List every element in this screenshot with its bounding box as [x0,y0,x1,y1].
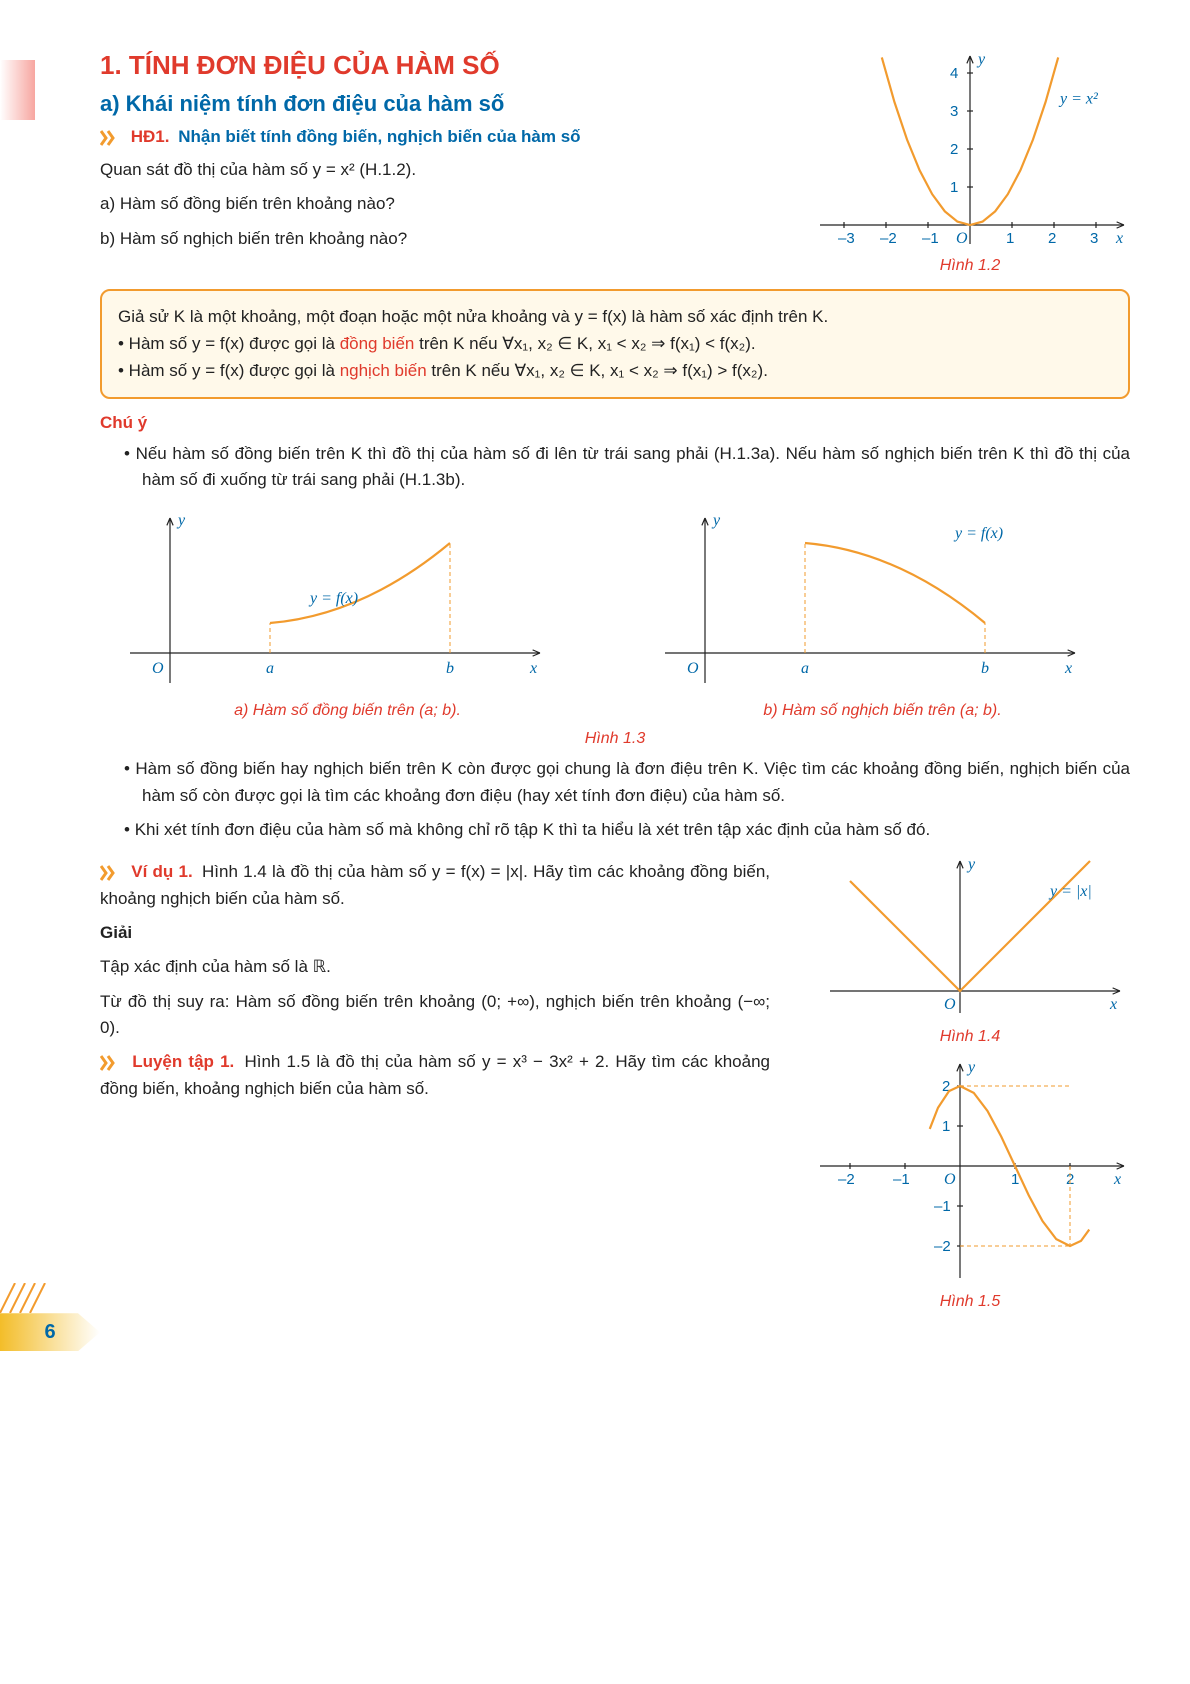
note3-text: Khi xét tính đơn điệu của hàm số mà khôn… [135,820,931,839]
side-accent [0,60,35,120]
def-db-pre: • Hàm số y = f(x) được gọi là [118,334,340,353]
svg-text:y = f(x): y = f(x) [308,590,358,607]
svg-text:1: 1 [942,1118,950,1135]
def-nb-pre: • Hàm số y = f(x) được gọi là [118,361,340,380]
svg-text:–2: –2 [880,230,897,247]
fig-1-3b: Ox y a b y = f(x) [635,503,1095,693]
hd1-label: HĐ1. [131,127,170,146]
svg-text:O: O [687,660,699,677]
svg-text:–2: –2 [838,1171,855,1188]
svg-text:2: 2 [950,141,958,158]
svg-text:–1: –1 [934,1198,951,1215]
fig-1-2: x y –3 –2 –1 O 1 2 3 1 2 3 4 y = x² [810,50,1130,250]
def-db-term: đồng biến [340,334,415,353]
page-number: 6 [0,1313,100,1351]
svg-text:y: y [966,1059,976,1076]
lt1-label: Luyện tập 1. [132,1052,234,1071]
svg-text:y = x²: y = x² [1058,90,1099,107]
svg-text:–2: –2 [934,1238,951,1255]
fig15-caption: Hình 1.5 [810,1293,1130,1311]
vd1-sol1: Tập xác định của hàm số là ℝ. [100,954,770,980]
definition-box: Giả sử K là một khoảng, một đoạn hoặc mộ… [100,289,1130,399]
hd1-title: Nhận biết tính đồng biến, nghịch biến củ… [178,127,580,146]
svg-text:y: y [976,51,986,68]
svg-text:x: x [529,660,537,677]
svg-text:x: x [1064,660,1072,677]
hd1-a: a) Hàm số đồng biến trên khoảng nào? [100,191,770,217]
svg-text:y = |x|: y = |x| [1048,883,1092,900]
svg-text:a: a [266,660,274,677]
def-nb-term: nghịch biến [340,361,427,380]
svg-text:y: y [176,512,186,529]
hd1-b: b) Hàm số nghịch biến trên khoảng nào? [100,226,770,252]
vd1-giai: Giải [100,920,770,946]
hd1-p1: Quan sát đồ thị của hàm số y = x² (H.1.2… [100,157,770,183]
svg-text:y: y [711,512,721,529]
svg-text:O: O [944,1171,956,1188]
vd1-label: Ví dụ 1. [131,862,192,881]
def-db-math: ∀x₁, x₂ ∈ K, x₁ < x₂ ⇒ f(x₁) < f(x₂). [502,334,755,353]
def-nb: • Hàm số y = f(x) được gọi là nghịch biế… [118,357,1112,384]
note2: • Hàm số đồng biến hay nghịch biến trên … [124,756,1130,809]
note1: • Nếu hàm số đồng biến trên K thì đồ thị… [124,441,1130,494]
def-nb-mid: trên K nếu [427,361,515,380]
hd1-chevrons-icon [100,129,122,147]
page-corner-hatch [0,1283,50,1313]
def-nb-math: ∀x₁, x₂ ∈ K, x₁ < x₂ ⇒ f(x₁) > f(x₂). [515,361,768,380]
svg-text:y = f(x): y = f(x) [953,525,1003,542]
svg-text:O: O [944,996,956,1013]
svg-text:–1: –1 [922,230,939,247]
note2-text: Hàm số đồng biến hay nghịch biến trên K … [135,759,1130,804]
fig13a-caption: a) Hàm số đồng biến trên (a; b). [100,702,595,720]
svg-text:2: 2 [1048,230,1056,247]
vd1-sol2: Từ đồ thị suy ra: Hàm số đồng biến trên … [100,989,770,1042]
svg-text:1: 1 [1006,230,1014,247]
svg-text:–3: –3 [838,230,855,247]
svg-text:x: x [1113,1171,1121,1188]
svg-text:y: y [966,856,976,873]
fig-1-5: xy–2–112O12–1–2 [810,1056,1130,1286]
note1-text: Nếu hàm số đồng biến trên K thì đồ thị c… [136,444,1130,489]
def-db-mid: trên K nếu [414,334,502,353]
svg-text:x: x [1115,230,1123,247]
fig-1-3a: Ox y a b y = f(x) [100,503,560,693]
chu-y-heading: Chú ý [100,413,1130,433]
svg-text:O: O [152,660,164,677]
svg-text:a: a [801,660,809,677]
lt1-chevrons-icon [100,1054,122,1072]
svg-text:3: 3 [950,103,958,120]
note3: • Khi xét tính đơn điệu của hàm số mà kh… [124,817,1130,843]
svg-text:b: b [446,660,454,677]
svg-text:1: 1 [950,179,958,196]
def-intro: Giả sử K là một khoảng, một đoạn hoặc mộ… [118,303,1112,330]
def-db: • Hàm số y = f(x) được gọi là đồng biến … [118,330,1112,357]
svg-text:–1: –1 [893,1171,910,1188]
fig13-caption: Hình 1.3 [100,730,1130,748]
svg-text:3: 3 [1090,230,1098,247]
subsection-a: a) Khái niệm tính đơn điệu của hàm số [100,91,770,117]
fig-1-4: Ox y y = |x| [810,851,1130,1021]
svg-text:4: 4 [950,65,958,82]
fig14-caption: Hình 1.4 [810,1028,1130,1046]
svg-text:O: O [956,230,968,247]
vd1-chevrons-icon [100,864,122,882]
fig12-caption: Hình 1.2 [810,257,1130,275]
section-title: 1. TÍNH ĐƠN ĐIỆU CỦA HÀM SỐ [100,50,770,81]
fig13b-caption: b) Hàm số nghịch biến trên (a; b). [635,702,1130,720]
vd1-text: Hình 1.4 là đồ thị của hàm số y = f(x) =… [100,862,770,907]
svg-text:x: x [1109,996,1117,1013]
svg-text:b: b [981,660,989,677]
